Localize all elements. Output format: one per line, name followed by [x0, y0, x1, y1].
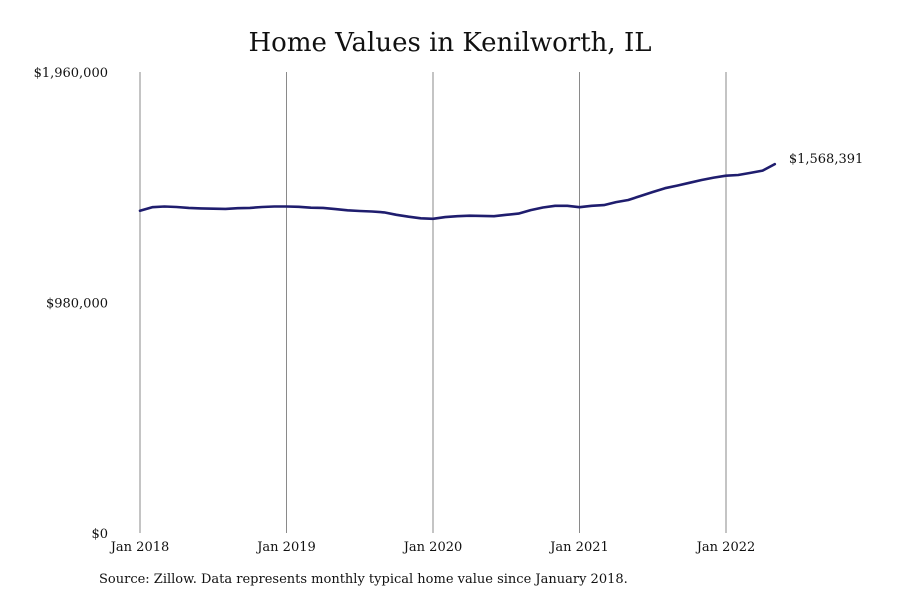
y-tick-label: $0 [91, 527, 108, 542]
y-tick-label: $1,960,000 [34, 66, 108, 81]
x-tick-label: Jan 2022 [695, 540, 756, 555]
series-line-0 [138, 162, 777, 221]
x-tick-label: Jan 2020 [402, 540, 463, 555]
gridlines [139, 72, 727, 533]
x-tick-label: Jan 2019 [255, 540, 316, 555]
source-note: Source: Zillow. Data represents monthly … [99, 572, 628, 587]
end-value-label-group: $1,568,391 [789, 152, 863, 167]
y-tick-label: $980,000 [46, 297, 108, 312]
x-tick-label: Jan 2021 [548, 540, 609, 555]
series-group [138, 162, 777, 221]
end-value-label: $1,568,391 [789, 152, 863, 167]
chart-title: Home Values in Kenilworth, IL [248, 28, 652, 58]
x-tick-label: Jan 2018 [109, 540, 170, 555]
x-axis-labels: Jan 2018 Jan 2019 Jan 2020 Jan 2021 Jan 2022 [109, 540, 756, 555]
y-axis-labels: $0 $980,000 $1,960,000 [34, 66, 108, 542]
